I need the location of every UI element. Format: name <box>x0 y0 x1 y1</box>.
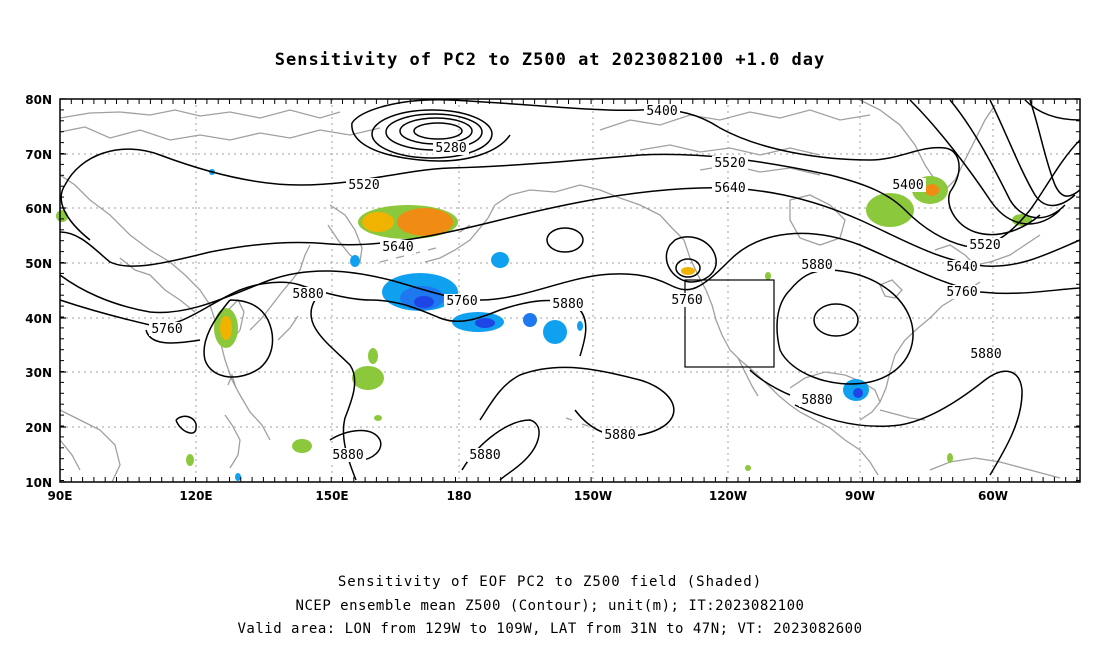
lon-tick-label: 120W <box>709 489 747 503</box>
contour-label: 5880 <box>801 258 832 273</box>
sensitivity-positive-region <box>866 193 914 227</box>
sensitivity-positive-region <box>397 208 453 236</box>
sensitivity-negative-region <box>523 313 537 327</box>
graticule <box>60 99 1080 482</box>
sensitivity-positive-region <box>374 415 382 421</box>
contour-labels: 5280 5400 5520 5520 5640 5640 5760 5760 5880 5880… <box>149 104 1004 463</box>
lat-tick-label: 40N <box>25 312 52 326</box>
sensitivity-positive-region <box>681 267 695 275</box>
contour-label-bg <box>433 141 469 155</box>
contour-label: 5880 <box>801 393 832 408</box>
lat-tick-label: 30N <box>25 366 52 380</box>
lon-tick-label: 150E <box>315 489 348 503</box>
contour-label: 5520 <box>348 178 379 193</box>
sensitivity-positive-region <box>56 210 68 222</box>
contour-label-bg <box>799 258 835 272</box>
map-figure: 5280 5400 5520 5520 5640 5640 5760 5760 5880 5880… <box>25 93 1081 503</box>
contour-label-bg <box>712 156 748 170</box>
sensitivity-positive-region <box>186 454 194 466</box>
sensitivity-positive-region <box>292 439 312 453</box>
sensitivity-negative-region <box>475 318 495 328</box>
contour-label-bg <box>712 181 748 195</box>
contour-label: 5400 <box>646 104 677 119</box>
contour-label: 5880 <box>604 428 635 443</box>
contour-label: 5640 <box>946 260 977 275</box>
contour-label-bg <box>380 240 416 254</box>
sensitivity-negative-region <box>414 296 434 308</box>
contour-label-bg <box>890 178 926 192</box>
contour-label-bg <box>149 322 185 336</box>
contour-label-bg <box>467 448 503 462</box>
contour-label: 5880 <box>469 448 500 463</box>
lat-tick-label: 60N <box>25 202 52 216</box>
caption-contour: NCEP ensemble mean Z500 (Contour); unit(… <box>295 598 805 614</box>
map-title: Sensitivity of PC2 to Z500 at 2023082100… <box>274 50 826 70</box>
contour-label-bg <box>550 297 586 311</box>
contour-label: 5280 <box>435 141 466 156</box>
contour-label-bg <box>944 260 980 274</box>
contour-label-bg <box>968 347 1004 361</box>
sensitivity-negative-region <box>491 252 509 268</box>
sensitivity-shading <box>56 169 1032 481</box>
lat-tick-label: 10N <box>25 476 52 490</box>
sensitivity-positive-region <box>745 465 751 471</box>
contour-label: 5880 <box>552 297 583 312</box>
contour-label-bg <box>944 285 980 299</box>
contour-label-bg <box>602 428 638 442</box>
lon-tick-label: 60W <box>978 489 1008 503</box>
contour-label: 5760 <box>946 285 977 300</box>
caption-valid-area: Valid area: LON from 129W to 109W, LAT f… <box>237 621 863 637</box>
contour-label: 5760 <box>446 294 477 309</box>
contour-label: 5760 <box>671 293 702 308</box>
sensitivity-positive-region <box>362 212 394 232</box>
contour-label-bg <box>444 294 480 308</box>
lat-tick-label: 50N <box>25 257 52 271</box>
lon-tick-label: 180 <box>446 489 471 503</box>
contour-label: 5760 <box>151 322 182 337</box>
contour-label: 5880 <box>332 448 363 463</box>
contour-label: 5400 <box>892 178 923 193</box>
sensitivity-positive-region <box>220 316 232 340</box>
lon-tick-label: 150W <box>574 489 612 503</box>
contour-label-bg <box>346 178 382 192</box>
contour-label: 5520 <box>969 238 1000 253</box>
plot-area <box>60 99 1080 482</box>
contour-label: 5880 <box>970 347 1001 362</box>
contour-label: 5640 <box>382 240 413 255</box>
lon-tick-label: 90E <box>48 489 73 503</box>
sensitivity-positive-region <box>765 272 771 280</box>
contour-label-bg <box>290 287 326 301</box>
sensitivity-positive-region <box>368 348 378 364</box>
lat-tick-label: 80N <box>25 93 52 107</box>
sensitivity-negative-region <box>853 388 863 398</box>
contour-label-bg <box>644 104 680 118</box>
contour-label: 5880 <box>292 287 323 302</box>
contour-label: 5520 <box>714 156 745 171</box>
contour-label-bg <box>799 393 835 407</box>
sensitivity-positive-region <box>925 184 939 196</box>
lon-tick-label: 120E <box>179 489 212 503</box>
sensitivity-negative-region <box>235 473 241 481</box>
sensitivity-positive-region <box>947 453 953 463</box>
sensitivity-positive-region <box>352 366 384 390</box>
lat-tick-label: 20N <box>25 421 52 435</box>
caption-shaded: Sensitivity of EOF PC2 to Z500 field (Sh… <box>337 574 763 590</box>
contour-label-bg <box>967 238 1003 252</box>
sensitivity-negative-region <box>543 320 567 344</box>
contour-label-bg <box>330 448 366 462</box>
contour-label-bg <box>669 293 705 307</box>
valid-area-box <box>684 279 775 368</box>
sensitivity-negative-region <box>577 321 583 331</box>
lon-tick-label: 90W <box>845 489 875 503</box>
lat-tick-label: 70N <box>25 148 52 162</box>
contour-label: 5640 <box>714 181 745 196</box>
plot-frame <box>59 98 1081 483</box>
sensitivity-negative-region <box>350 255 360 267</box>
